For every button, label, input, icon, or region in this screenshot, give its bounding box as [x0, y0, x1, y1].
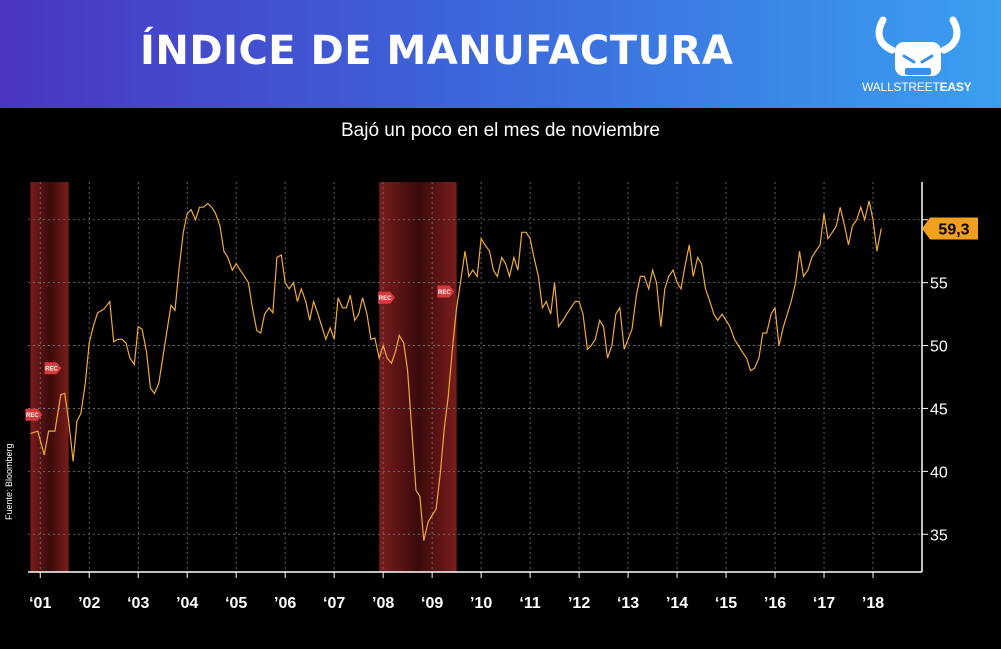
x-tick-label: ’14: [666, 595, 688, 612]
rec-marker-shape: [437, 285, 455, 298]
x-tick-label: ’16: [764, 595, 786, 612]
x-tick-label: ‘09: [421, 595, 443, 612]
recession-band: [30, 182, 69, 572]
rec-marker-label: REC: [438, 290, 451, 296]
x-tick-label: ’02: [78, 595, 100, 612]
rec-marker-label: REC: [26, 413, 39, 419]
rec-marker-shape: [378, 291, 396, 304]
x-tick-label: ’12: [568, 595, 590, 612]
brand-name: WALLSTREETEASY: [862, 80, 972, 94]
x-tick-label: ’10: [470, 595, 492, 612]
series-line: [30, 200, 882, 541]
y-tick-label: 45: [930, 401, 948, 418]
last-value-badge-shape: [922, 217, 978, 240]
rec-marker-label: REC: [45, 367, 58, 373]
x-tick-label: ‘11: [519, 595, 540, 612]
y-tick-label: 55: [930, 276, 948, 293]
x-tick-label: ‘13: [617, 595, 639, 612]
last-value-badge: 59,3: [922, 217, 978, 240]
rec-marker-label: REC: [379, 296, 392, 302]
x-tick-label: ’08: [372, 595, 394, 612]
header-banner: ÍNDICE DE MANUFACTURA WALLSTREETEASY: [0, 0, 1001, 108]
x-tick-label: ‘03: [127, 595, 149, 612]
chart-subtitle: Bajó un poco en el mes de noviembre: [341, 120, 660, 141]
rec-marker: REC: [44, 362, 62, 375]
x-tick-label: ’04: [176, 595, 198, 612]
fist-horns-icon: [875, 16, 961, 76]
rec-marker-shape: [44, 362, 62, 375]
rec-marker: REC: [25, 408, 43, 421]
x-tick-label: ’06: [274, 595, 296, 612]
page-title: ÍNDICE DE MANUFACTURA: [140, 28, 734, 74]
recession-band: [379, 182, 457, 572]
rec-marker: REC: [437, 285, 455, 298]
last-value-label: 59,3: [938, 222, 969, 239]
rec-marker: REC: [378, 291, 396, 304]
y-tick-label: 40: [930, 464, 948, 481]
x-tick-label: ‘07: [323, 595, 345, 612]
y-tick-label: 50: [930, 339, 948, 356]
x-tick-label: ‘01: [29, 595, 51, 612]
y-tick-label: 35: [930, 527, 948, 544]
x-tick-label: ’18: [862, 595, 884, 612]
rec-marker-shape: [25, 408, 43, 421]
x-tick-label: ‘17: [813, 595, 835, 612]
x-tick-label: ‘15: [715, 595, 737, 612]
x-tick-label: ‘05: [225, 595, 247, 612]
